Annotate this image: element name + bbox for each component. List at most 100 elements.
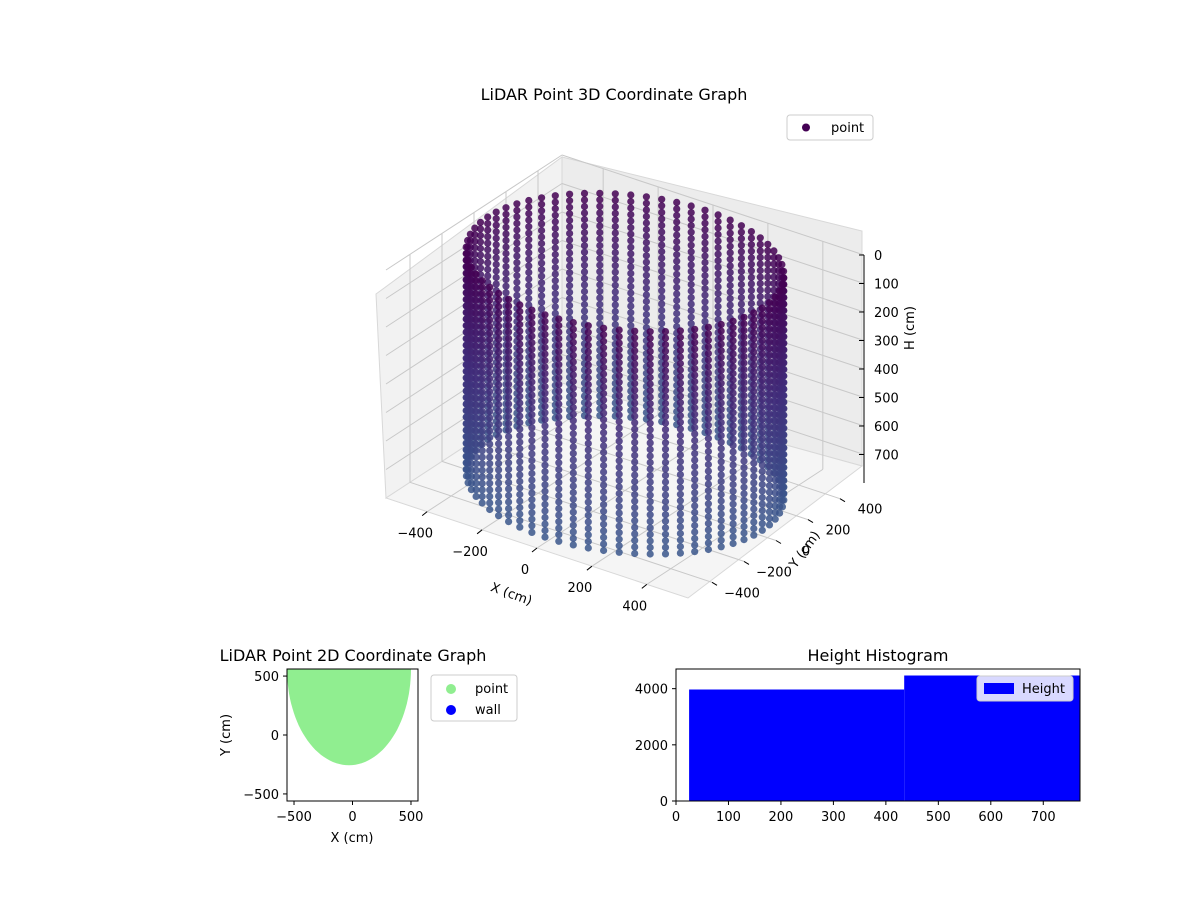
point-marker [505,406,513,415]
point-marker [658,202,666,210]
point-marker [758,526,766,534]
point-marker [472,420,480,429]
point-marker [472,329,480,337]
point-marker [646,334,654,342]
point-marker [750,322,758,330]
point-marker [704,539,713,547]
point-marker [758,402,766,410]
point-marker [486,486,494,494]
point-marker [771,404,779,412]
point-marker [551,277,559,285]
point-marker [516,327,524,335]
point-marker [676,549,685,557]
point-marker [701,272,709,280]
point-marker [584,531,592,539]
point-marker [758,356,766,364]
point-marker [495,453,503,461]
point-marker [611,209,619,217]
point-marker [627,230,635,238]
point-marker [478,407,486,416]
point-marker [472,290,480,298]
point-marker [771,430,779,438]
point-marker [756,286,764,294]
point-marker [584,420,592,428]
point-marker [676,392,685,400]
point-marker [541,376,549,384]
point-marker [555,452,563,460]
point-marker [528,404,536,412]
x-tick-label: 500 [399,810,424,825]
point-marker [566,197,574,205]
point-marker [472,440,480,448]
point-marker [740,451,748,459]
point-marker [704,545,713,554]
point-marker [704,500,713,508]
point-marker [658,293,666,301]
point-marker [750,459,758,467]
point-marker [502,282,510,290]
point-marker [737,222,746,230]
point-marker [600,357,608,365]
point-marker [765,469,774,477]
point-marker [528,469,536,478]
point-marker [717,340,725,348]
point-marker [580,307,589,315]
point-marker [676,431,685,439]
point-marker [717,419,725,427]
point-marker [615,365,623,373]
point-marker [771,371,779,379]
histogram-legend[interactable]: Height [976,675,1074,702]
point-marker [569,338,577,346]
point-marker [596,189,604,197]
point-marker [658,300,666,308]
point-marker [528,450,536,458]
point-marker [478,447,486,455]
point-marker [615,424,623,432]
point-marker [750,505,758,513]
point-marker [569,345,577,353]
point-marker [502,217,510,225]
point-marker [627,243,635,251]
point-marker [661,458,670,466]
point-marker [528,424,536,432]
point-marker [691,358,699,366]
point-marker [704,447,713,456]
point-marker [505,413,513,421]
point-marker [765,351,774,359]
point-marker [584,381,592,389]
point-marker [600,324,608,332]
point-marker [492,267,500,275]
point-marker [528,456,536,464]
point-marker [765,442,774,451]
point-marker [661,432,670,440]
legend-marker-point [446,684,456,694]
point-marker [631,478,639,486]
point-marker [541,337,549,345]
point-marker [495,374,503,382]
chart-2d-legend[interactable]: point wall [430,674,518,722]
point-marker [478,499,486,507]
point-marker [584,466,592,474]
point-marker [717,510,725,518]
point-marker [747,267,756,275]
point-marker [584,341,592,349]
point-marker [505,433,513,441]
point-marker [673,270,681,278]
point-marker [566,229,574,237]
point-marker [569,449,577,457]
point-marker [771,482,779,491]
point-marker [658,234,666,243]
point-marker [569,397,577,405]
point-marker [528,313,536,321]
point-marker [569,521,577,529]
point-marker [569,377,577,386]
point-marker [701,252,709,260]
point-marker [740,379,748,387]
x-tick-label: 100 [716,810,741,825]
point-marker [486,499,494,507]
point-marker [717,379,725,387]
chart-3d-legend[interactable]: point [786,114,874,141]
point-marker [486,335,494,344]
point-marker [676,477,685,485]
point-marker [584,459,592,467]
